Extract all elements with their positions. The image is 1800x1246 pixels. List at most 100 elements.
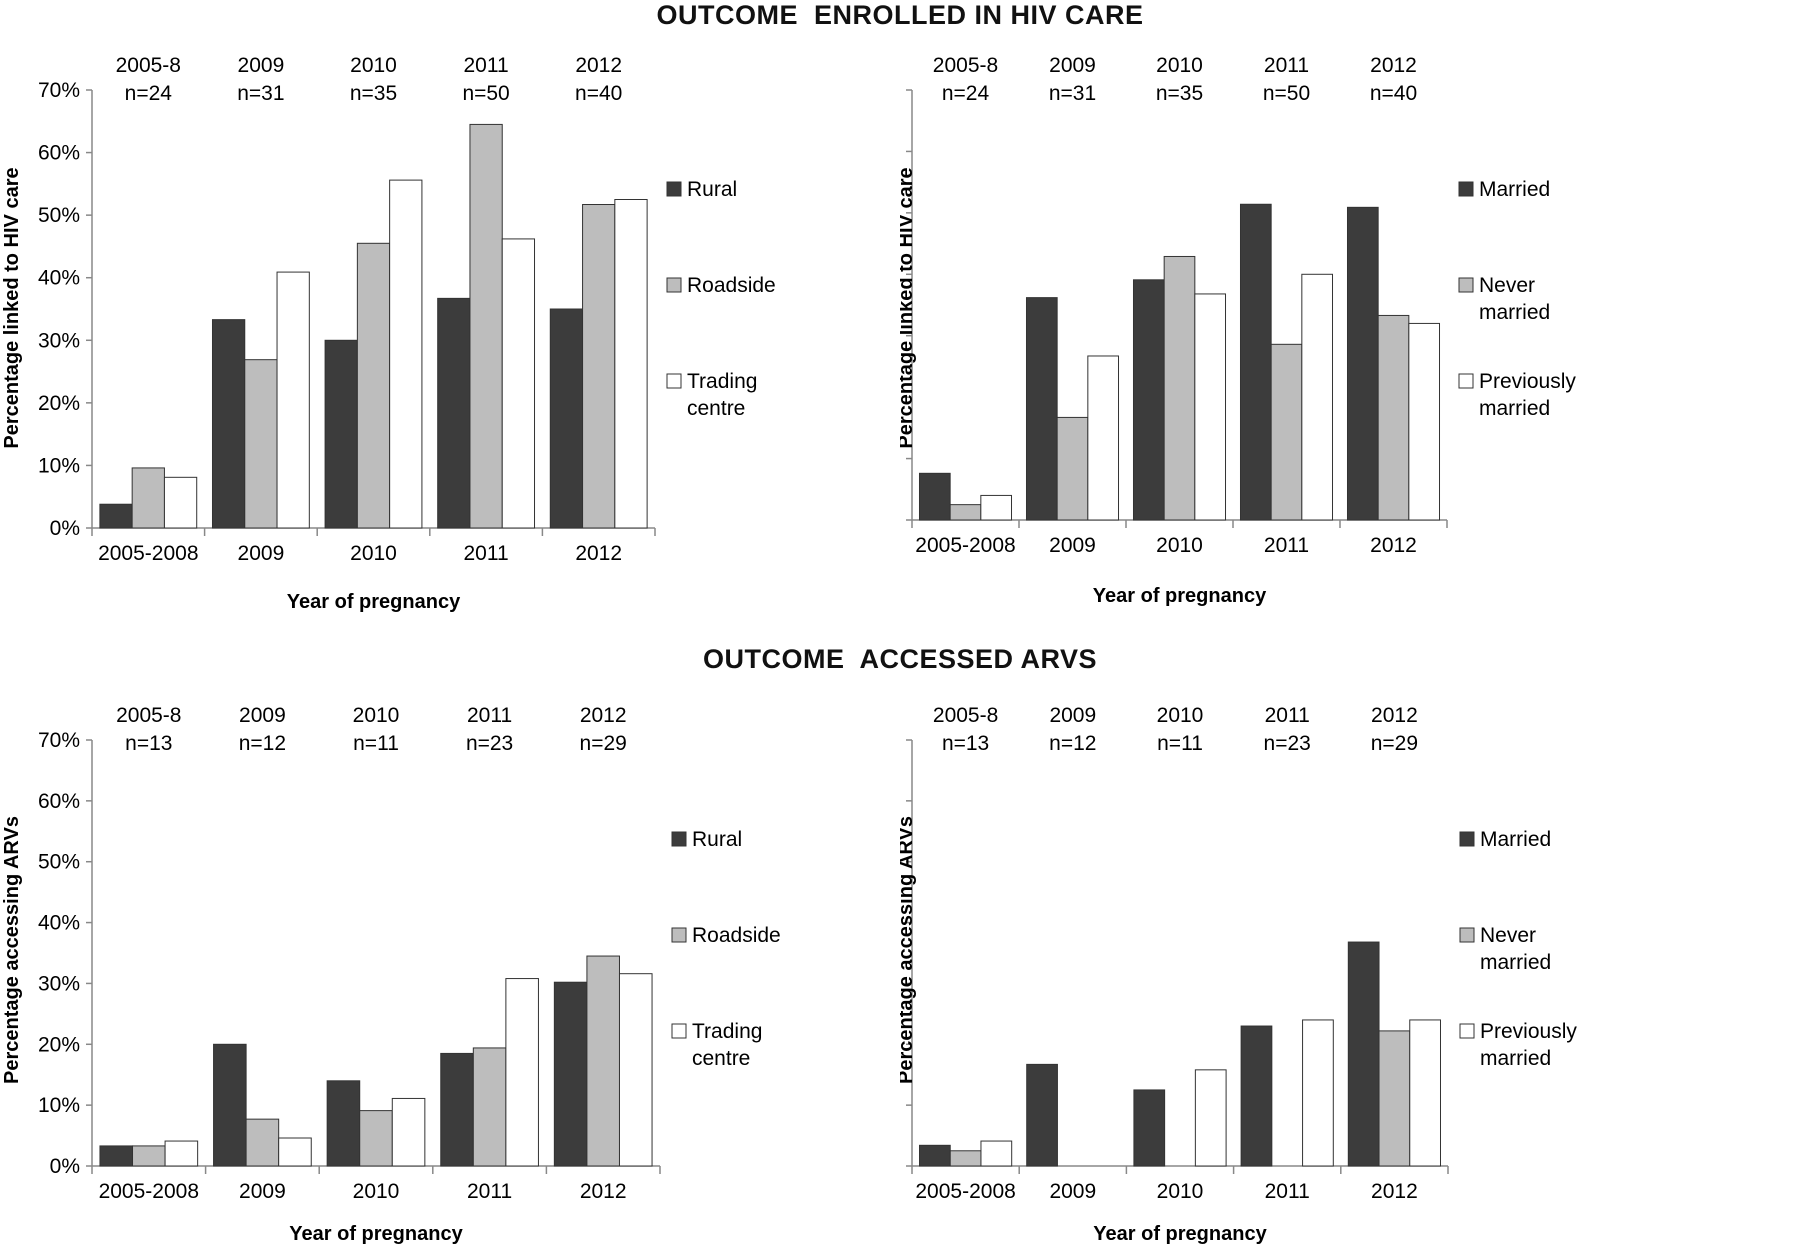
top-year-label: 2012 <box>580 704 627 727</box>
top-n-label: n=11 <box>353 732 399 755</box>
bar <box>980 1140 1013 1167</box>
x-tick-label: 2011 <box>467 1180 512 1203</box>
y-tick-label: 70% <box>38 729 80 752</box>
x-tick-label: 2009 <box>1049 534 1096 557</box>
top-year-label: 2012 <box>575 54 622 77</box>
bar <box>389 179 423 529</box>
bar <box>1409 1019 1441 1167</box>
top-n-label: n=24 <box>125 82 173 105</box>
legend-label: married <box>1480 1047 1551 1070</box>
bar <box>1132 279 1165 521</box>
y-tick-label: 30% <box>38 972 80 995</box>
y-tick-label: 0% <box>50 517 80 540</box>
x-tick-label: 2005-2008 <box>915 1180 1015 1203</box>
bar <box>326 1080 361 1167</box>
top-n-label: n=31 <box>237 82 284 105</box>
section-title-arvs: OUTCOME ACCESSED ARVS <box>702 644 1098 674</box>
x-axis-title: Year of pregnancy <box>287 591 461 613</box>
top-year-label: 2010 <box>1157 704 1204 727</box>
legend-label: Never <box>1480 924 1536 947</box>
top-year-label: 2005-8 <box>933 54 998 77</box>
bar <box>324 339 358 529</box>
legend-label: married <box>1480 951 1551 974</box>
legend-swatch <box>1459 1023 1475 1039</box>
y-tick-label: 50% <box>38 204 80 227</box>
bar <box>437 297 471 529</box>
x-tick-label: 2009 <box>238 542 285 565</box>
top-n-label: n=12 <box>239 732 286 755</box>
y-tick-label: 20% <box>38 1033 80 1056</box>
x-tick-label: 2010 <box>1156 534 1203 557</box>
y-axis-title: Percentage linked to HIV care <box>900 167 917 448</box>
legend-label: Trading <box>687 370 757 393</box>
legend-label: married <box>1479 301 1550 324</box>
bar <box>614 199 648 529</box>
bar <box>211 319 246 529</box>
legend-swatch <box>671 1023 687 1039</box>
chart-arvs-by-marital-status: 0%10%20%30%40%50%60%70%2005-20082005-8n=… <box>900 704 1577 1245</box>
top-year-label: 2010 <box>350 54 397 77</box>
bar <box>276 271 310 529</box>
top-n-label: n=13 <box>942 732 989 755</box>
legend-label: Married <box>1479 178 1550 201</box>
top-n-label: n=35 <box>1156 82 1203 105</box>
plot-group: 0%10%20%30%40%50%60%70%2005-20082005-8n=… <box>900 704 1577 1245</box>
x-tick-label: 2012 <box>575 542 622 565</box>
bar <box>1346 206 1379 521</box>
y-axis-title: Percentage accessing ARVs <box>900 816 917 1084</box>
top-n-label: n=40 <box>1370 82 1417 105</box>
bar <box>1194 293 1227 521</box>
bar <box>472 1047 507 1167</box>
bar <box>163 476 198 529</box>
top-n-label: n=50 <box>462 82 509 105</box>
bar <box>618 973 653 1167</box>
legend-swatch <box>671 831 687 847</box>
bar <box>1133 1089 1166 1167</box>
bar <box>1408 322 1441 521</box>
bar <box>359 1110 393 1167</box>
legend-label: Never <box>1479 274 1535 297</box>
top-year-label: 2005-8 <box>116 704 181 727</box>
x-tick-label: 2011 <box>1264 534 1309 557</box>
y-tick-label: 60% <box>38 142 80 165</box>
x-tick-label: 2005-2008 <box>915 534 1015 557</box>
top-n-label: n=50 <box>1263 82 1310 105</box>
legend-label: Previously <box>1479 370 1576 393</box>
plot-group: 0%10%20%30%40%50%60%70%2005-20082005-8n=… <box>900 54 1576 607</box>
bar <box>469 123 503 529</box>
bar <box>356 242 391 529</box>
legend-swatch <box>1459 831 1475 847</box>
bar <box>549 308 584 529</box>
x-tick-label: 2009 <box>1049 1180 1096 1203</box>
bar <box>1378 1030 1411 1167</box>
top-year-label: 2010 <box>1156 54 1203 77</box>
bar <box>1239 203 1272 521</box>
chart-hiv-care-by-location: 0% 10% 20% 30% 40% 50% 60% 70% 2005-2008 2005-8 n=… <box>1 54 776 613</box>
bar <box>132 1145 166 1167</box>
bar <box>131 467 165 529</box>
y-tick-label: 0% <box>50 1155 80 1178</box>
legend-swatch <box>1458 277 1474 293</box>
top-year-label: 2009 <box>1049 704 1096 727</box>
y-tick-label: 10% <box>38 454 80 477</box>
bar <box>1301 273 1334 521</box>
y-tick-label: 40% <box>38 267 80 290</box>
bar <box>582 204 616 529</box>
top-n-label: n=35 <box>350 82 397 105</box>
y-axis-title: Percentage accessing ARVs <box>1 816 23 1084</box>
top-year-label: 2005-8 <box>116 54 181 77</box>
bar <box>1056 416 1089 521</box>
top-n-label: n=29 <box>1371 732 1418 755</box>
bar <box>553 981 588 1167</box>
bar <box>1347 941 1380 1167</box>
legend-label: centre <box>692 1047 750 1070</box>
legend-swatch <box>1458 373 1474 389</box>
x-tick-label: 2011 <box>1265 1180 1310 1203</box>
x-axis-title: Year of pregnancy <box>1093 585 1267 607</box>
chart-hiv-care-by-marital-status: 0%10%20%30%40%50%60%70%2005-20082005-8n=… <box>900 54 1576 607</box>
y-tick-label: 70% <box>38 79 80 102</box>
top-year-label: 2012 <box>1370 54 1417 77</box>
x-tick-label: 2010 <box>353 1180 400 1203</box>
y-tick-label: 30% <box>38 329 80 352</box>
top-year-label: 2012 <box>1371 704 1418 727</box>
